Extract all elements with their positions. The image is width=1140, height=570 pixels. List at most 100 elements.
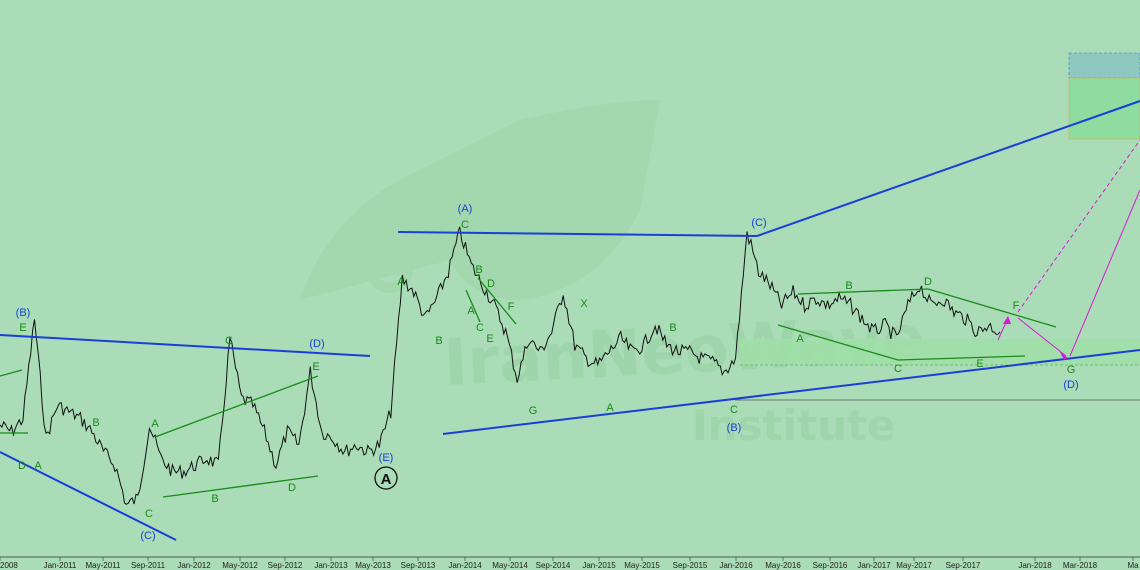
minor-wave-label: A	[606, 402, 614, 414]
x-tick-label: May-2011	[86, 561, 122, 570]
minor-wave-label: E	[976, 358, 983, 370]
trendline-b-d	[0, 334, 371, 357]
minor-wave-label: D	[288, 482, 296, 494]
minor-line-7	[797, 288, 929, 295]
x-tick-label: Jan-2013	[314, 561, 348, 570]
x-tick-label: Jan-2017	[857, 561, 891, 570]
minor-line-4	[162, 475, 319, 498]
minor-wave-label: B	[211, 493, 218, 505]
major-wave-label: (A)	[458, 203, 473, 215]
x-axis-ticks: 2008 Jan-2011 May-2011 Sep-2011 Jan-2012 May-…	[0, 557, 1139, 570]
minor-wave-label: B	[435, 335, 442, 347]
minor-wave-label: X	[580, 298, 588, 310]
minor-wave-label: C	[730, 404, 738, 416]
minor-line-5	[465, 289, 481, 323]
minor-line-1	[0, 369, 23, 377]
minor-wave-label: C	[894, 363, 902, 375]
x-tick-label: Ma	[1127, 561, 1139, 570]
projection-arrowhead-g	[1060, 352, 1068, 360]
minor-wave-label: A	[34, 460, 42, 472]
minor-wave-label: B	[475, 264, 482, 276]
minor-wave-label: E	[486, 333, 493, 345]
x-tick-label: May-2012	[222, 561, 258, 570]
price-line	[0, 226, 1001, 505]
major-wave-label: (E)	[379, 452, 394, 464]
minor-wave-label: C	[461, 219, 469, 231]
x-tick-label: Sep-2016	[813, 561, 848, 570]
x-tick-label: Jan-2012	[177, 561, 211, 570]
x-tick-label: Jan-2014	[448, 561, 482, 570]
trendline-b-lower	[442, 349, 1140, 435]
minor-wave-label: A	[151, 418, 159, 430]
major-wave-label: (D)	[309, 338, 324, 350]
cycle-marker-label: A	[381, 471, 392, 488]
cycle-marker-circle	[374, 466, 398, 490]
minor-wave-label: C	[145, 508, 153, 520]
x-tick-label: Jan-2016	[719, 561, 753, 570]
minor-wave-label: A	[796, 333, 804, 345]
target-zone	[1068, 77, 1140, 140]
minor-wave-label: B	[669, 322, 676, 334]
major-wave-label: (C)	[140, 530, 155, 542]
projection-f-g	[1017, 317, 1067, 357]
trendline-a-c	[397, 231, 758, 237]
watermark-logo-ring	[450, 150, 560, 260]
x-tick-label: Jan-2015	[582, 561, 616, 570]
minor-wave-label: A	[397, 276, 405, 288]
x-tick-label: Sep-2013	[401, 561, 436, 570]
projection-arrowhead-f	[1003, 316, 1011, 324]
minor-line-9	[777, 324, 899, 361]
minor-wave-label: D	[487, 278, 495, 290]
minor-wave-label: G	[1067, 364, 1076, 376]
x-tick-label: Sep-2012	[268, 561, 303, 570]
x-tick-label: May-2013	[355, 561, 391, 570]
projection-g-up	[1069, 189, 1140, 357]
x-tick-label: Jan-2018	[1018, 561, 1052, 570]
cycle-marker: A	[374, 466, 398, 490]
projection-lines	[997, 139, 1140, 360]
minor-wave-label: C	[476, 322, 484, 334]
major-wave-label: (B)	[727, 422, 742, 434]
major-wave-label: (D)	[1063, 379, 1078, 391]
x-tick-label: Mar-2018	[1063, 561, 1098, 570]
minor-line-8	[927, 288, 1057, 328]
x-tick-label: May-2015	[624, 561, 660, 570]
minor-wave-label: B	[92, 417, 99, 429]
minor-wave-label: D	[18, 460, 26, 472]
x-tick-label: Sep-2017	[946, 561, 981, 570]
projection-f-up-dashed	[1017, 139, 1140, 313]
x-tick-label: Sep-2015	[673, 561, 708, 570]
minor-line-3	[154, 375, 319, 438]
major-wave-lines	[0, 100, 1140, 541]
minor-wave-label: G	[529, 405, 538, 417]
minor-wave-label: A	[467, 305, 475, 317]
minor-wave-label: E	[312, 361, 319, 373]
x-tick-label: 2008	[0, 561, 18, 570]
minor-wave-label: D	[924, 276, 932, 288]
trendline-lower-left	[0, 451, 177, 541]
minor-wave-label: F	[508, 301, 515, 313]
x-tick-label: Sep-2014	[536, 561, 571, 570]
x-tick-label: May-2016	[765, 561, 801, 570]
x-tick-label: May-2014	[492, 561, 528, 570]
minor-wave-label: F	[1013, 300, 1020, 312]
watermark-logo-dot	[367, 247, 413, 293]
support-band	[740, 339, 1140, 365]
x-tick-label: Jan-2011	[44, 561, 77, 570]
minor-wave-lines	[0, 277, 1057, 498]
x-tick-label: May-2017	[896, 561, 932, 570]
x-tick-label: Sep-2011	[131, 561, 166, 570]
target-zone-top	[1068, 52, 1140, 79]
watermark-subtext: Institute	[692, 401, 896, 450]
minor-wave-label: E	[19, 322, 26, 334]
minor-line-6	[477, 277, 517, 325]
major-wave-label: (B)	[16, 307, 31, 319]
major-wave-label: (C)	[751, 217, 766, 229]
minor-wave-label: B	[845, 280, 852, 292]
minor-wave-label: C	[225, 335, 233, 347]
minor-line-10	[897, 355, 1026, 361]
trendline-c-upper	[756, 100, 1140, 237]
